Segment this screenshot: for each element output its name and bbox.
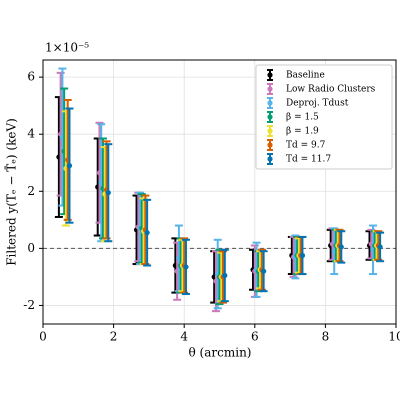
legend-swatch bbox=[267, 86, 273, 92]
legend-label: Deproj. Tdust bbox=[286, 99, 349, 109]
x-tick-label: 2 bbox=[110, 330, 118, 344]
point bbox=[66, 163, 73, 169]
legend-label: Low Radio Clusters bbox=[286, 85, 376, 95]
legend-swatch bbox=[267, 128, 273, 134]
legend-label: β = 1.5 bbox=[286, 113, 319, 123]
legend-swatch bbox=[267, 114, 273, 120]
x-tick-label: 0 bbox=[39, 330, 47, 344]
point bbox=[144, 230, 150, 236]
y-tick-label: 4 bbox=[27, 127, 35, 141]
point bbox=[222, 272, 228, 279]
offset-text: 1×10⁻⁵ bbox=[45, 41, 89, 55]
y-tick-label: 2 bbox=[27, 184, 35, 198]
y-axis-label: Filtered y(Tₑ − T̄ₑ) (keV) bbox=[3, 118, 18, 266]
point bbox=[377, 244, 383, 250]
y-tick-label: 6 bbox=[27, 70, 35, 84]
x-axis-label: θ (arcmin) bbox=[189, 346, 252, 360]
legend-label: Td = 11.7 bbox=[286, 155, 331, 165]
point bbox=[105, 190, 111, 196]
x-tick-label: 4 bbox=[180, 330, 188, 344]
point bbox=[261, 268, 267, 274]
legend-box bbox=[255, 64, 393, 170]
legend-swatch bbox=[267, 72, 273, 78]
point bbox=[183, 264, 189, 270]
x-tick-label: 10 bbox=[388, 330, 400, 344]
x-tick-label: 6 bbox=[251, 330, 259, 344]
legend-label: Baseline bbox=[286, 71, 325, 81]
legend-swatch bbox=[267, 156, 273, 162]
legend: Baseline Low Radio Clusters Deproj. Tdust β… bbox=[255, 64, 393, 170]
point bbox=[338, 244, 344, 250]
point bbox=[299, 252, 306, 259]
plot-frame bbox=[42, 59, 397, 325]
y-tick-label: 0 bbox=[27, 241, 35, 255]
legend-swatch bbox=[267, 142, 273, 148]
y-tick-label: -2 bbox=[23, 298, 35, 312]
legend-swatch bbox=[267, 100, 273, 106]
legend-label: Td = 9.7 bbox=[286, 141, 326, 151]
legend-label: β = 1.9 bbox=[286, 127, 319, 137]
x-tick-label: 8 bbox=[322, 330, 330, 344]
